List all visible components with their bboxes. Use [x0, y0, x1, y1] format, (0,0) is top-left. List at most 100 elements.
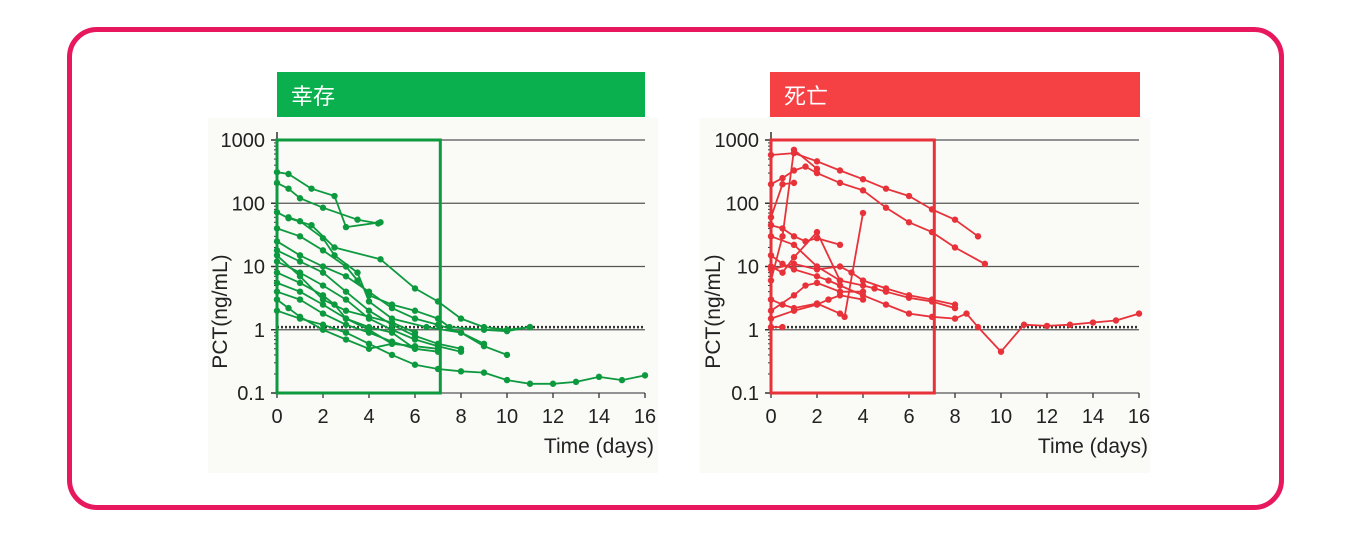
data-point	[273, 258, 281, 265]
series-line	[770, 262, 956, 306]
data-point	[813, 273, 821, 280]
data-point	[285, 170, 292, 178]
data-point	[319, 296, 327, 303]
x-tick-label: 12	[542, 406, 564, 428]
data-point	[951, 315, 959, 322]
x-tick-label: 4	[857, 406, 868, 428]
x-tick-label: 4	[363, 406, 374, 428]
data-point	[974, 233, 982, 240]
series-line	[770, 182, 795, 218]
data-point	[790, 179, 798, 187]
data-point	[767, 233, 775, 240]
data-point	[342, 263, 350, 270]
data-point	[319, 282, 327, 289]
data-point	[296, 279, 304, 287]
data-point	[836, 310, 844, 317]
data-point	[296, 218, 304, 225]
data-point	[905, 219, 913, 226]
data-point	[354, 216, 361, 223]
data-point	[273, 307, 281, 314]
data-point	[273, 288, 281, 295]
data-point	[342, 321, 350, 328]
data-point	[273, 209, 281, 216]
data-point	[480, 369, 488, 376]
data-point	[813, 228, 821, 236]
y-tick-label: 1	[748, 320, 759, 342]
x-tick-label: 0	[765, 406, 776, 428]
data-point	[859, 187, 867, 194]
data-point	[1043, 322, 1051, 330]
data-point	[457, 368, 465, 375]
data-point	[319, 326, 327, 333]
data-point	[526, 323, 534, 331]
data-point	[767, 315, 775, 322]
data-point	[503, 327, 511, 335]
data-point	[572, 378, 580, 386]
data-point	[951, 301, 959, 308]
series-line	[276, 282, 439, 353]
x-tick-label: 6	[409, 406, 420, 428]
data-point	[813, 158, 821, 165]
data-point	[319, 301, 327, 308]
data-point	[319, 269, 327, 276]
data-point	[825, 296, 832, 303]
data-point	[790, 304, 798, 312]
data-point	[767, 323, 775, 331]
data-point	[503, 351, 511, 359]
data-point	[859, 288, 867, 295]
data-point	[319, 204, 327, 211]
y-tick-label: 10	[737, 257, 759, 279]
data-point	[388, 329, 396, 336]
data-point	[859, 209, 867, 217]
data-point	[480, 326, 488, 333]
data-point	[434, 315, 442, 322]
data-point	[411, 307, 419, 314]
data-point	[354, 269, 361, 276]
chart-panel-survived	[208, 118, 658, 473]
data-point	[836, 241, 844, 249]
data-point	[813, 266, 821, 273]
y-tick-label: 1	[254, 320, 265, 342]
data-point	[342, 307, 350, 314]
x-axis-label: Time (days)	[544, 435, 654, 458]
data-point	[423, 323, 430, 331]
data-point	[273, 179, 281, 187]
data-point	[836, 292, 844, 299]
data-point	[296, 315, 304, 322]
y-tick-label: 10	[243, 257, 265, 279]
data-point	[836, 277, 844, 284]
data-point	[365, 340, 373, 347]
data-point	[974, 323, 982, 331]
data-point	[790, 260, 798, 268]
data-point	[1135, 310, 1143, 317]
data-point	[790, 266, 798, 273]
series-line	[770, 148, 818, 281]
data-point	[790, 292, 798, 299]
series-line	[770, 281, 863, 312]
data-point	[411, 329, 419, 336]
data-point	[365, 298, 373, 305]
x-tick-label: 10	[990, 406, 1012, 428]
x-tick-label: 16	[634, 406, 656, 428]
data-point	[273, 296, 281, 303]
data-point	[859, 277, 867, 284]
y-axis-label: PCT(ng/mL)	[209, 254, 232, 368]
data-point	[905, 310, 913, 317]
data-point	[365, 288, 373, 295]
data-point	[434, 348, 442, 355]
data-point	[928, 296, 936, 303]
data-point	[342, 273, 350, 280]
data-point	[618, 376, 626, 384]
data-point	[377, 256, 384, 263]
data-point	[526, 380, 534, 387]
x-tick-label: 6	[903, 406, 914, 428]
x-axis-label: Time (days)	[1038, 435, 1148, 458]
x-tick-label: 12	[1036, 406, 1058, 428]
data-point	[319, 310, 327, 317]
data-point	[963, 310, 970, 317]
data-point	[331, 244, 338, 251]
data-point	[319, 263, 327, 270]
data-point	[882, 204, 890, 211]
data-point	[411, 315, 419, 322]
data-point	[296, 233, 304, 240]
